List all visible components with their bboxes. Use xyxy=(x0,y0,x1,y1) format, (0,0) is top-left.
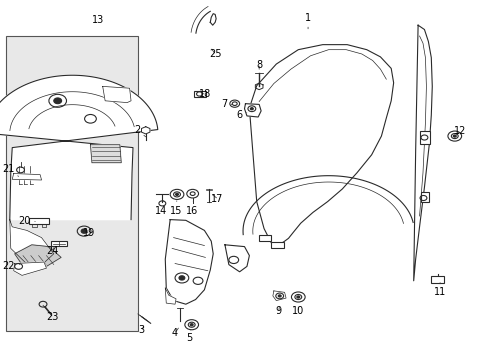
Text: 18: 18 xyxy=(199,89,211,99)
Circle shape xyxy=(296,296,299,298)
Bar xyxy=(430,276,443,283)
Circle shape xyxy=(179,276,184,280)
Bar xyxy=(259,235,271,241)
Polygon shape xyxy=(141,127,150,134)
Text: 10: 10 xyxy=(291,306,304,316)
Text: 4: 4 xyxy=(172,328,178,338)
Text: 24: 24 xyxy=(46,246,59,256)
Polygon shape xyxy=(224,245,249,272)
Text: 21: 21 xyxy=(2,164,19,176)
Polygon shape xyxy=(165,220,213,304)
Polygon shape xyxy=(10,220,54,266)
Circle shape xyxy=(54,98,61,104)
Text: 20: 20 xyxy=(18,216,35,226)
Text: 3: 3 xyxy=(139,325,144,336)
Bar xyxy=(419,131,429,144)
Polygon shape xyxy=(102,86,131,103)
Text: 5: 5 xyxy=(186,329,192,343)
Bar xyxy=(51,241,67,246)
Text: 2: 2 xyxy=(134,125,145,137)
Text: 17: 17 xyxy=(211,194,224,204)
Circle shape xyxy=(81,229,87,233)
Circle shape xyxy=(175,193,178,195)
Text: 7: 7 xyxy=(221,99,231,109)
Text: 11: 11 xyxy=(433,283,446,297)
Polygon shape xyxy=(90,145,121,163)
Polygon shape xyxy=(165,288,176,304)
Polygon shape xyxy=(14,262,46,275)
Text: 25: 25 xyxy=(208,49,221,59)
Bar xyxy=(271,242,283,248)
Text: 8: 8 xyxy=(256,60,262,70)
Text: 14: 14 xyxy=(155,201,167,216)
Polygon shape xyxy=(272,291,285,301)
Polygon shape xyxy=(249,45,393,245)
Text: 12: 12 xyxy=(452,126,465,136)
Text: 23: 23 xyxy=(46,312,59,322)
Polygon shape xyxy=(244,104,261,117)
Polygon shape xyxy=(15,245,61,266)
Text: 19: 19 xyxy=(82,228,95,238)
Text: 22: 22 xyxy=(2,261,20,271)
Bar xyxy=(6,36,138,331)
Circle shape xyxy=(190,324,193,326)
Bar xyxy=(193,91,205,97)
Text: 1: 1 xyxy=(305,13,310,29)
Polygon shape xyxy=(0,75,158,220)
Polygon shape xyxy=(413,25,431,281)
Text: 6: 6 xyxy=(236,110,246,120)
Text: 15: 15 xyxy=(169,201,182,216)
Circle shape xyxy=(278,295,281,297)
Text: 9: 9 xyxy=(275,306,281,316)
Polygon shape xyxy=(12,174,41,180)
Bar xyxy=(420,192,428,202)
Circle shape xyxy=(452,135,455,137)
Polygon shape xyxy=(210,14,216,25)
Text: 16: 16 xyxy=(185,201,198,216)
Circle shape xyxy=(250,108,253,110)
Bar xyxy=(29,218,49,224)
Text: 13: 13 xyxy=(91,15,104,25)
